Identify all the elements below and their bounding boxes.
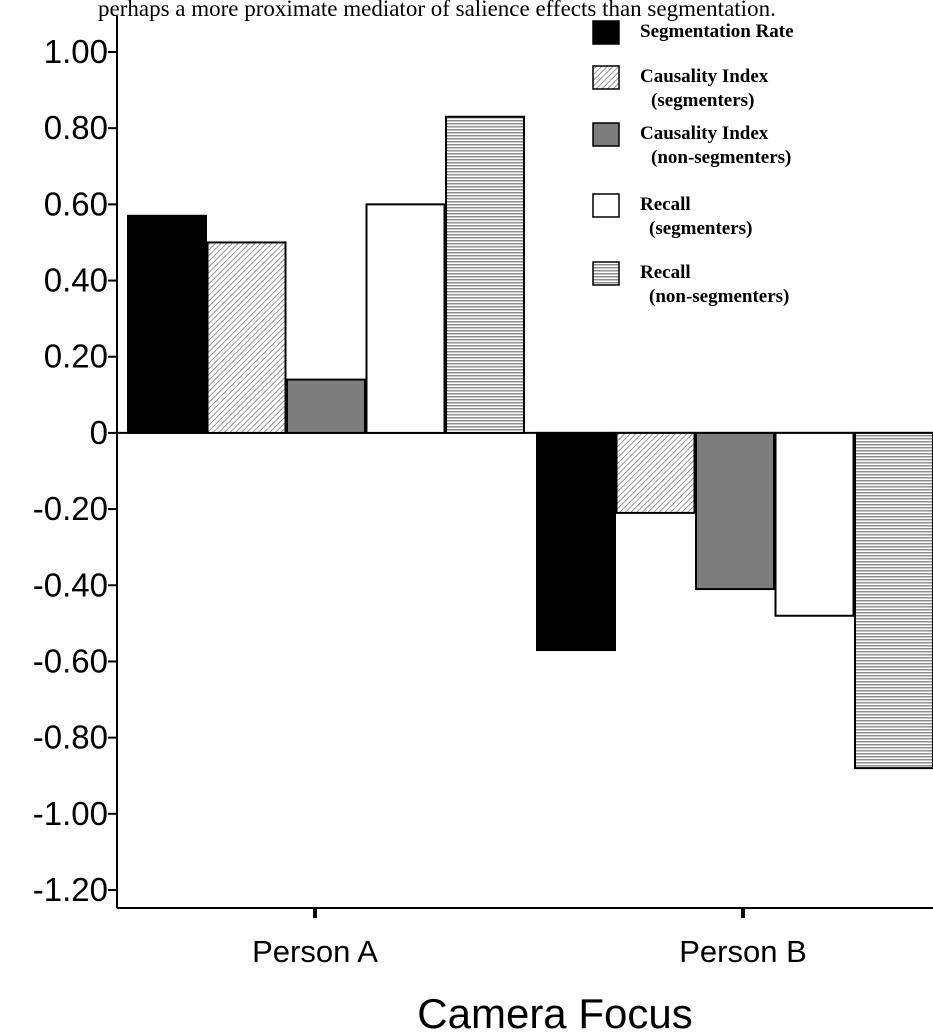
y-tick-label: -1.00 (33, 795, 108, 832)
legend-label: Causality Index (640, 123, 769, 144)
bar (695, 431, 775, 591)
legend-label: (segmenters) (649, 218, 752, 239)
bar (127, 214, 207, 434)
category-label: Person A (252, 934, 378, 969)
chart-bars (127, 115, 933, 770)
y-axis-labels: 1.00 0.80 0.60 0.40 0.20 0 -0.20 -0.40 -0.60 -0.8… (33, 33, 108, 908)
legend-label: Recall (640, 262, 691, 283)
legend-label: Recall (640, 194, 691, 215)
y-tick-label: 0.20 (44, 338, 108, 375)
caption-text: perhaps a more proximate mediator of sal… (98, 0, 776, 21)
y-tick-label: -0.60 (33, 642, 108, 679)
legend-swatch (592, 261, 620, 286)
y-tick-label: 0.80 (44, 109, 108, 146)
x-axis-title: Camera Focus (417, 990, 692, 1032)
y-tick-label: 1.00 (44, 33, 108, 70)
legend-label: (non-segmenters) (651, 147, 791, 168)
chart-legend: Segmentation Rate Causality Index (segment… (592, 20, 794, 307)
bar (774, 431, 855, 617)
legend-label: (non-segmenters) (649, 286, 789, 307)
bar (854, 431, 933, 770)
legend-swatch (592, 193, 620, 218)
y-tick-label: 0.60 (44, 185, 108, 222)
bar (286, 378, 366, 434)
bar (615, 431, 696, 514)
legend-label: Segmentation Rate (640, 21, 794, 42)
category-label: Person B (679, 934, 807, 969)
y-tick-label: -0.20 (33, 490, 108, 527)
x-axis-labels: Person A Person B Camera Focus (252, 934, 807, 1032)
legend-swatch (592, 65, 620, 90)
legend-label: (segmenters) (651, 90, 754, 111)
y-tick-label: 0.40 (44, 262, 108, 299)
bar (536, 431, 616, 652)
bar (206, 241, 287, 434)
bar (365, 203, 446, 434)
legend-swatch (592, 122, 620, 147)
y-tick-label: -0.80 (33, 719, 108, 756)
y-tick-label: -0.40 (33, 566, 108, 603)
legend-swatch (592, 20, 620, 45)
y-tick-label: -1.20 (33, 871, 108, 908)
y-tick-label: 0 (90, 414, 108, 451)
bar (445, 115, 525, 434)
legend-label: Causality Index (640, 66, 769, 87)
